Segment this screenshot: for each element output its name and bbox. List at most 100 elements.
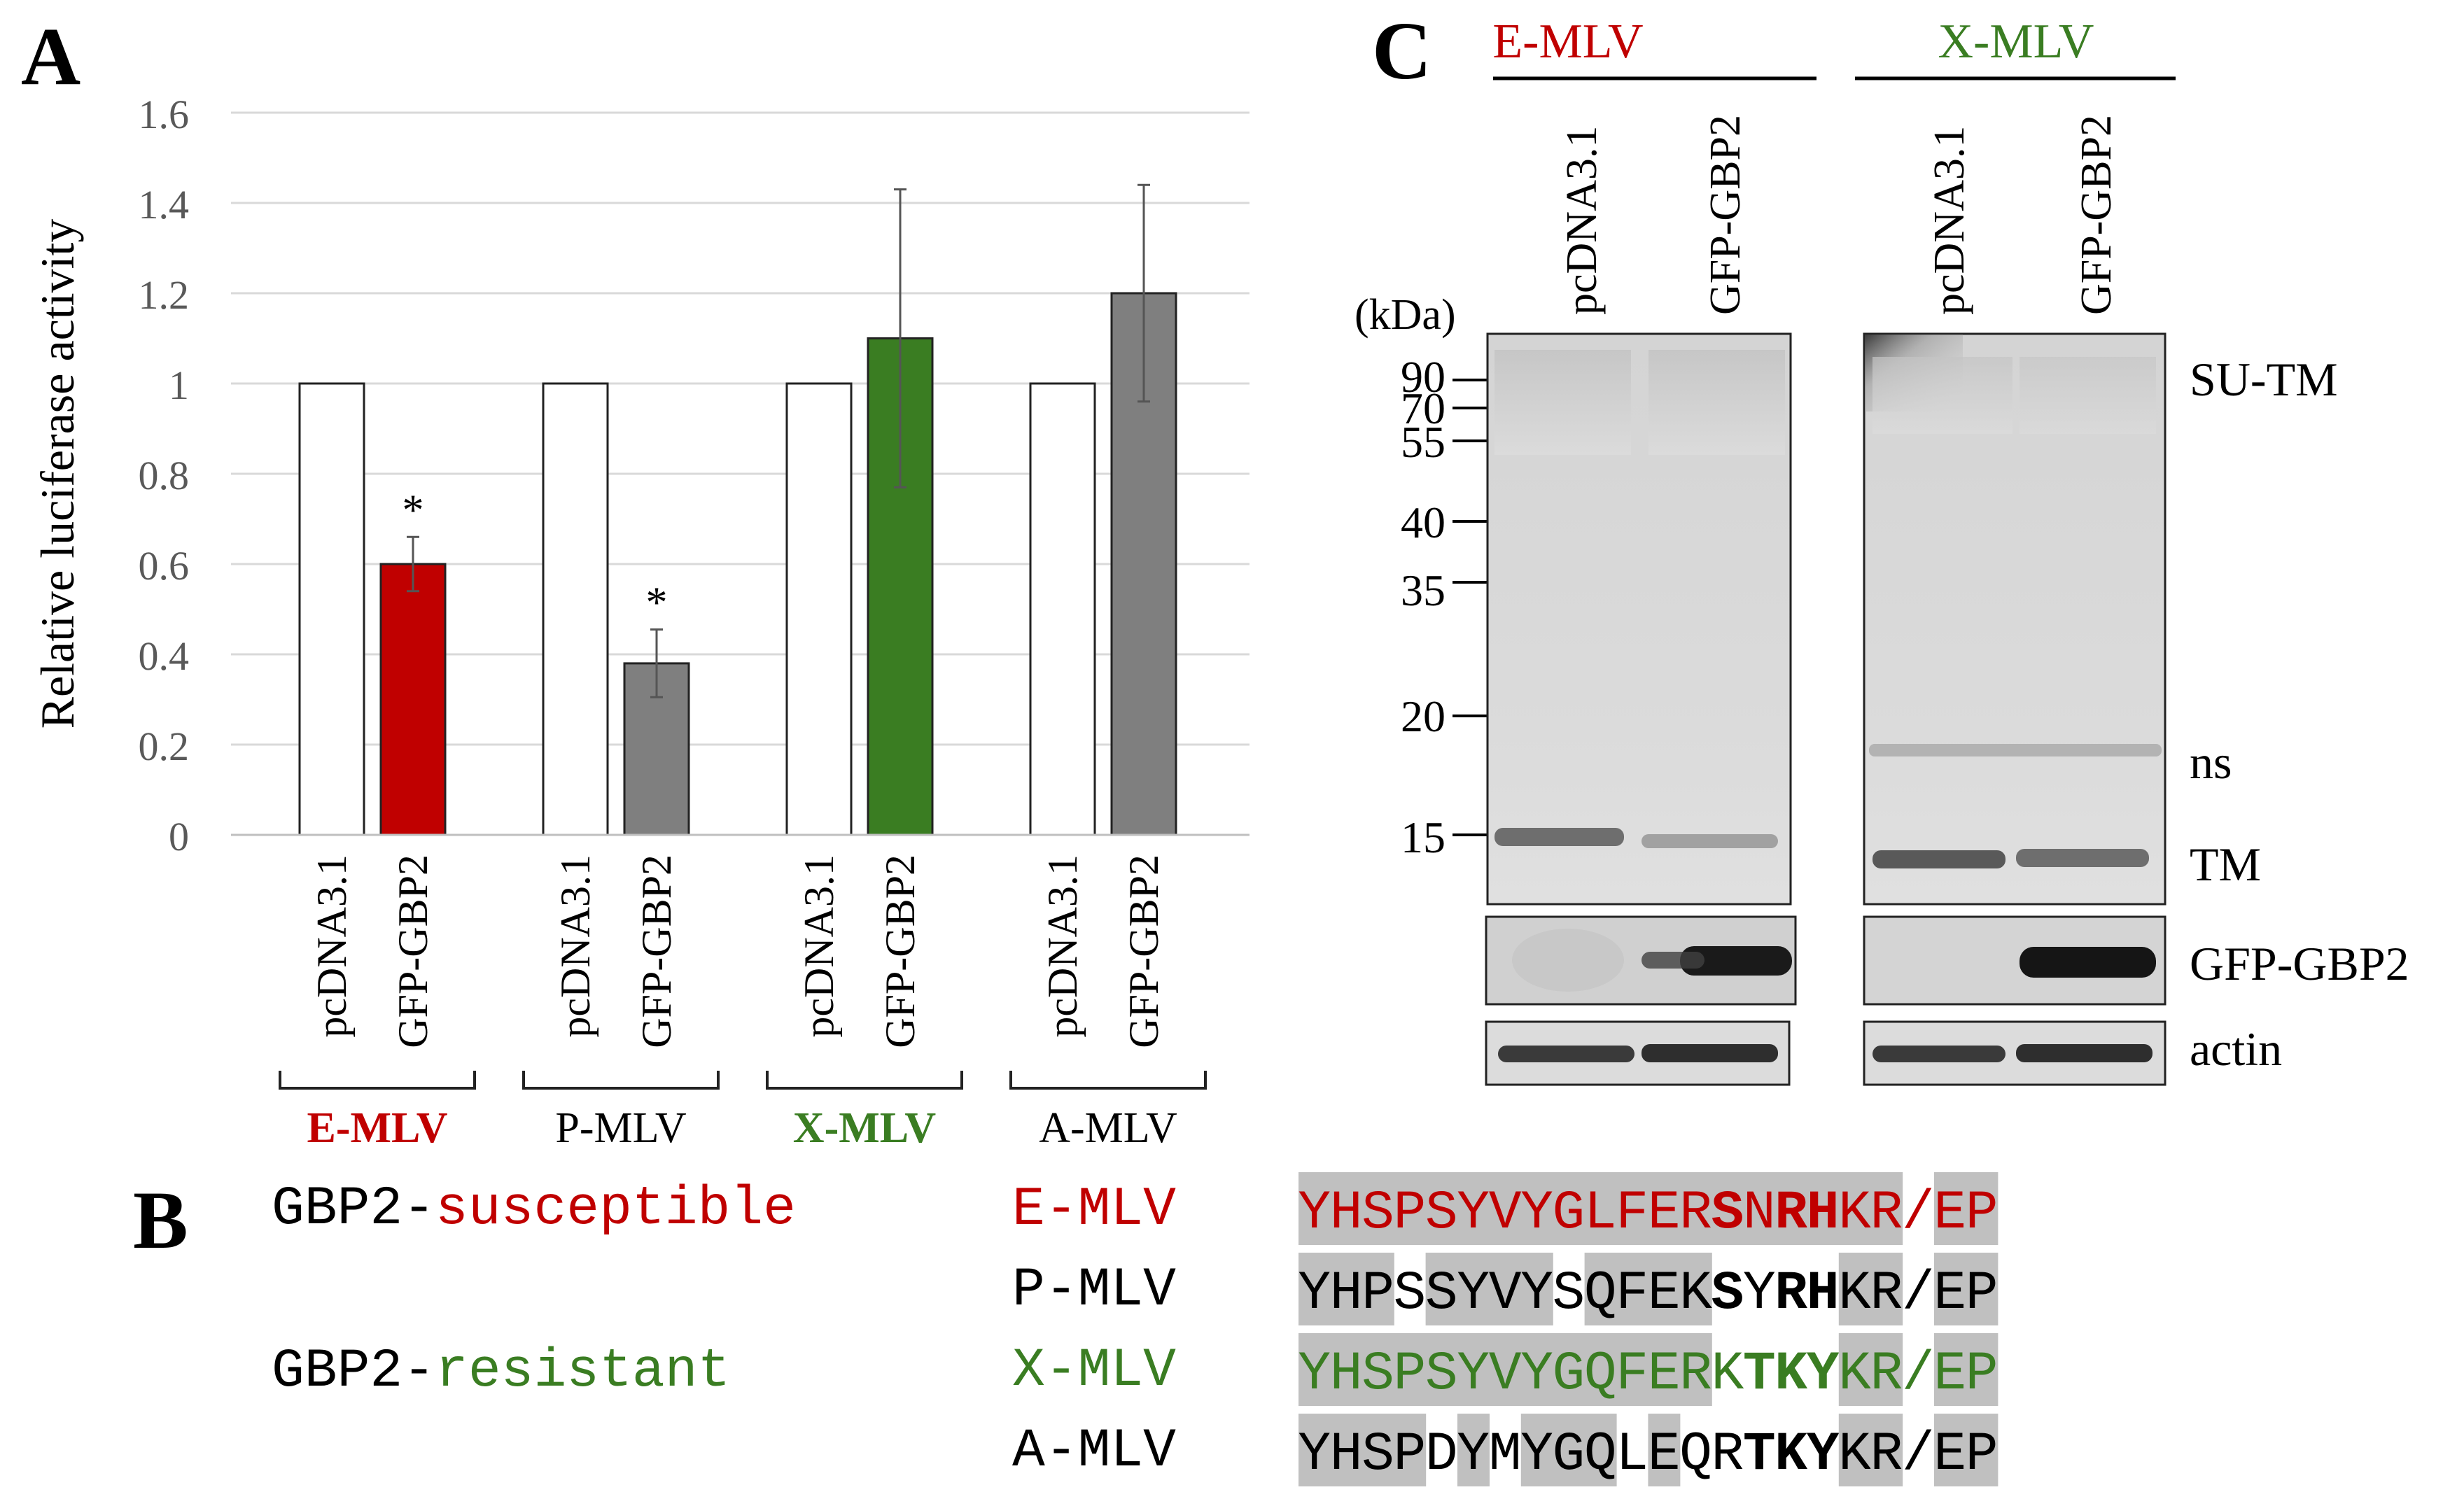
residue-shade [1425, 1333, 1458, 1406]
residue: S [1362, 1424, 1394, 1486]
residue-shade [1520, 1253, 1553, 1325]
residue: H [1330, 1263, 1363, 1325]
group-label: E-MLV [307, 1104, 448, 1152]
residue: S [1425, 1183, 1458, 1244]
bar-chart: 0 0.2 0.4 0.6 0.8 1 1.2 1.4 1.6 Relative lucifera… [31, 92, 1250, 1152]
virus-label: E-MLV [1012, 1179, 1176, 1241]
residue-shade [1934, 1333, 1966, 1406]
residue: F [1616, 1344, 1648, 1405]
residue-shade [1584, 1414, 1617, 1486]
band-label-su-tm: SU-TM [2190, 353, 2338, 406]
susceptible-word: susceptible [435, 1178, 796, 1240]
residue-shade [1489, 1253, 1522, 1325]
residue: Q [1584, 1344, 1617, 1405]
residue-shade [1616, 1172, 1648, 1245]
residue: S [1425, 1344, 1458, 1405]
marker-label: 15 [1401, 812, 1446, 862]
residue: Y [1520, 1424, 1553, 1486]
residue: E [1648, 1263, 1681, 1325]
residue: E [1933, 1183, 1966, 1244]
residue: P [1362, 1263, 1394, 1325]
residue: S [1362, 1344, 1394, 1405]
residue: S [1362, 1183, 1394, 1244]
marker-label: 35 [1401, 565, 1446, 615]
residue-shade [1362, 1333, 1394, 1406]
residue-shade [1870, 1253, 1903, 1325]
residue-shade [1394, 1414, 1427, 1486]
residue: L [1616, 1424, 1648, 1486]
band-label-ns: ns [2190, 736, 2232, 789]
y-tick-label: 0 [169, 814, 189, 859]
y-tick-label: 1 [169, 363, 189, 408]
y-tick-label: 0.4 [139, 633, 190, 679]
residue: H [1807, 1183, 1840, 1244]
residue: Y [1298, 1344, 1331, 1405]
bar [1029, 382, 1096, 836]
residue-shade [1838, 1172, 1871, 1245]
marker-ladder: 90 70 55 40 35 20 15 [1401, 352, 1488, 862]
residue-shade [1330, 1414, 1363, 1486]
significance-marker: * [402, 486, 424, 534]
residue-shade [1743, 1172, 1776, 1245]
residue: L [1584, 1183, 1617, 1244]
residue-shade [1520, 1414, 1553, 1486]
residue: Y [1743, 1263, 1776, 1325]
residue-shade [1679, 1333, 1712, 1406]
x-tick-label: GFP-GBP2 [390, 854, 436, 1048]
residue: Y [1520, 1263, 1553, 1325]
residue-shade [1870, 1414, 1903, 1486]
marker-label: 40 [1401, 498, 1446, 547]
residue: P [1393, 1424, 1426, 1486]
group-bracket [1009, 1071, 1207, 1090]
resistant-prefix: GBP2- [272, 1341, 435, 1402]
residue: G [1552, 1424, 1585, 1486]
panel-a-label: A [21, 10, 80, 102]
residue-shade [1679, 1253, 1712, 1325]
residue: K [1838, 1424, 1871, 1486]
residue-shade [1457, 1333, 1490, 1406]
band-tm [1872, 850, 2005, 868]
residue: P [1393, 1344, 1426, 1405]
residue-shade [1553, 1333, 1586, 1406]
residue: R [1679, 1183, 1712, 1244]
residue-shade [1775, 1172, 1807, 1245]
residue: E [1933, 1263, 1966, 1325]
band-tm [1642, 834, 1778, 848]
residue-shade [1457, 1172, 1490, 1245]
y-axis-label: Relative luciferase activity [31, 219, 84, 729]
residue: R [1774, 1183, 1807, 1244]
residue: / [1902, 1424, 1935, 1486]
residue: M [1489, 1424, 1522, 1486]
residue-shade [1394, 1333, 1427, 1406]
band-tm [2016, 849, 2149, 867]
residue: Y [1807, 1424, 1840, 1486]
residue: R [1870, 1344, 1903, 1405]
blot-actin [1485, 1020, 2166, 1086]
residue: H [1807, 1263, 1840, 1325]
x-tick-label: pcDNA3.1 [796, 854, 842, 1038]
residue-shade [1584, 1333, 1617, 1406]
residue: Y [1457, 1344, 1490, 1405]
residue: S [1425, 1263, 1458, 1325]
residue-shade [1870, 1333, 1903, 1406]
residue: E [1648, 1424, 1681, 1486]
panel-b-label: B [133, 1174, 188, 1266]
blot-group-emlv: E-MLV [1492, 15, 1643, 69]
blot-main-xmlv [1863, 332, 2166, 906]
band-label-tm: TM [2190, 838, 2261, 891]
residue: Y [1457, 1424, 1490, 1486]
residue-shade [1966, 1172, 1998, 1245]
residue: R [1679, 1344, 1712, 1405]
residue-shade [1648, 1172, 1681, 1245]
residue-shade [1616, 1333, 1648, 1406]
y-tick-label: 0.8 [139, 453, 190, 498]
blot-main-emlv [1486, 332, 1792, 906]
residue: Y [1520, 1344, 1553, 1405]
residue-shade [1553, 1414, 1586, 1486]
susceptible-prefix: GBP2- [272, 1178, 435, 1240]
residue: P [1966, 1424, 1998, 1486]
residue: P [1393, 1183, 1426, 1244]
band-tm [1494, 828, 1624, 846]
residue-shade [1520, 1172, 1553, 1245]
